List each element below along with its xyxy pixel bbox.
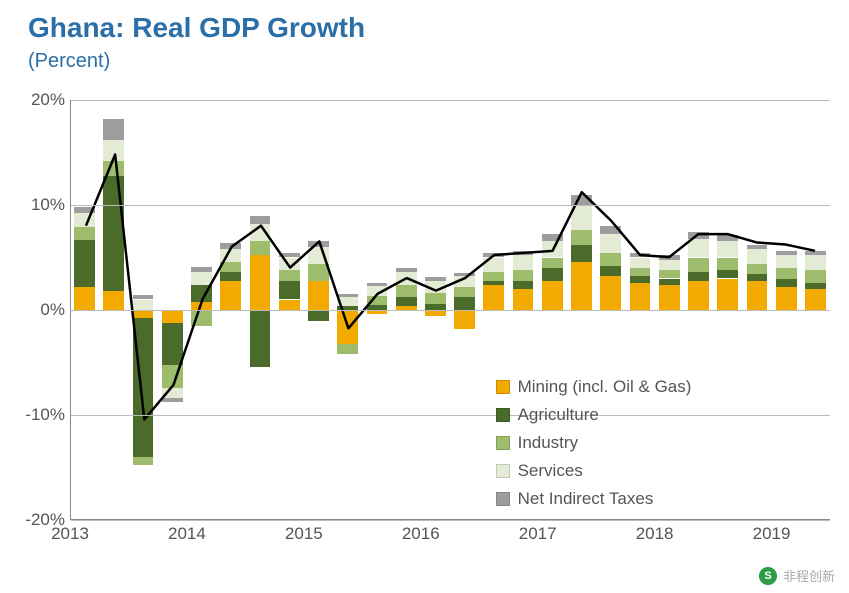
legend-item-industry: Industry [496, 433, 578, 453]
gridline [71, 415, 830, 416]
x-tick-label: 2016 [402, 524, 440, 544]
watermark: S 非程创新 [759, 566, 835, 585]
legend-swatch [496, 464, 510, 478]
y-tick-label: -10% [5, 405, 65, 425]
legend-label: Mining (incl. Oil & Gas) [518, 377, 692, 396]
x-tick-label: 2018 [636, 524, 674, 544]
legend-item-agri: Agriculture [496, 405, 599, 425]
legend-label: Agriculture [518, 405, 599, 424]
gridline [71, 310, 830, 311]
gridline [71, 520, 830, 521]
legend-label: Net Indirect Taxes [518, 489, 654, 508]
legend-swatch [496, 408, 510, 422]
chart-title: Ghana: Real GDP Growth [28, 12, 365, 44]
legend-item-services: Services [496, 461, 583, 481]
chart-subtitle: (Percent) [28, 50, 110, 73]
x-tick-label: 2013 [51, 524, 89, 544]
gridline [71, 205, 830, 206]
legend-label: Services [518, 461, 583, 480]
watermark-label: 非程创新 [783, 566, 835, 585]
gridline [71, 100, 830, 101]
legend-item-taxes: Net Indirect Taxes [496, 489, 654, 509]
x-tick-label: 2019 [753, 524, 791, 544]
legend-item-mining: Mining (incl. Oil & Gas) [496, 377, 692, 397]
x-tick-label: 2014 [168, 524, 206, 544]
legend-swatch [496, 492, 510, 506]
legend-swatch [496, 436, 510, 450]
x-tick-label: 2017 [519, 524, 557, 544]
plot-area [70, 100, 830, 520]
chart-container: -20%-10%0%10%20%201320142015201620172018… [0, 90, 849, 570]
watermark-icon: S [759, 567, 777, 585]
legend-label: Industry [518, 433, 578, 452]
y-tick-label: 0% [5, 300, 65, 320]
y-tick-label: 20% [5, 90, 65, 110]
x-tick-label: 2015 [285, 524, 323, 544]
y-tick-label: 10% [5, 195, 65, 215]
legend-swatch [496, 380, 510, 394]
